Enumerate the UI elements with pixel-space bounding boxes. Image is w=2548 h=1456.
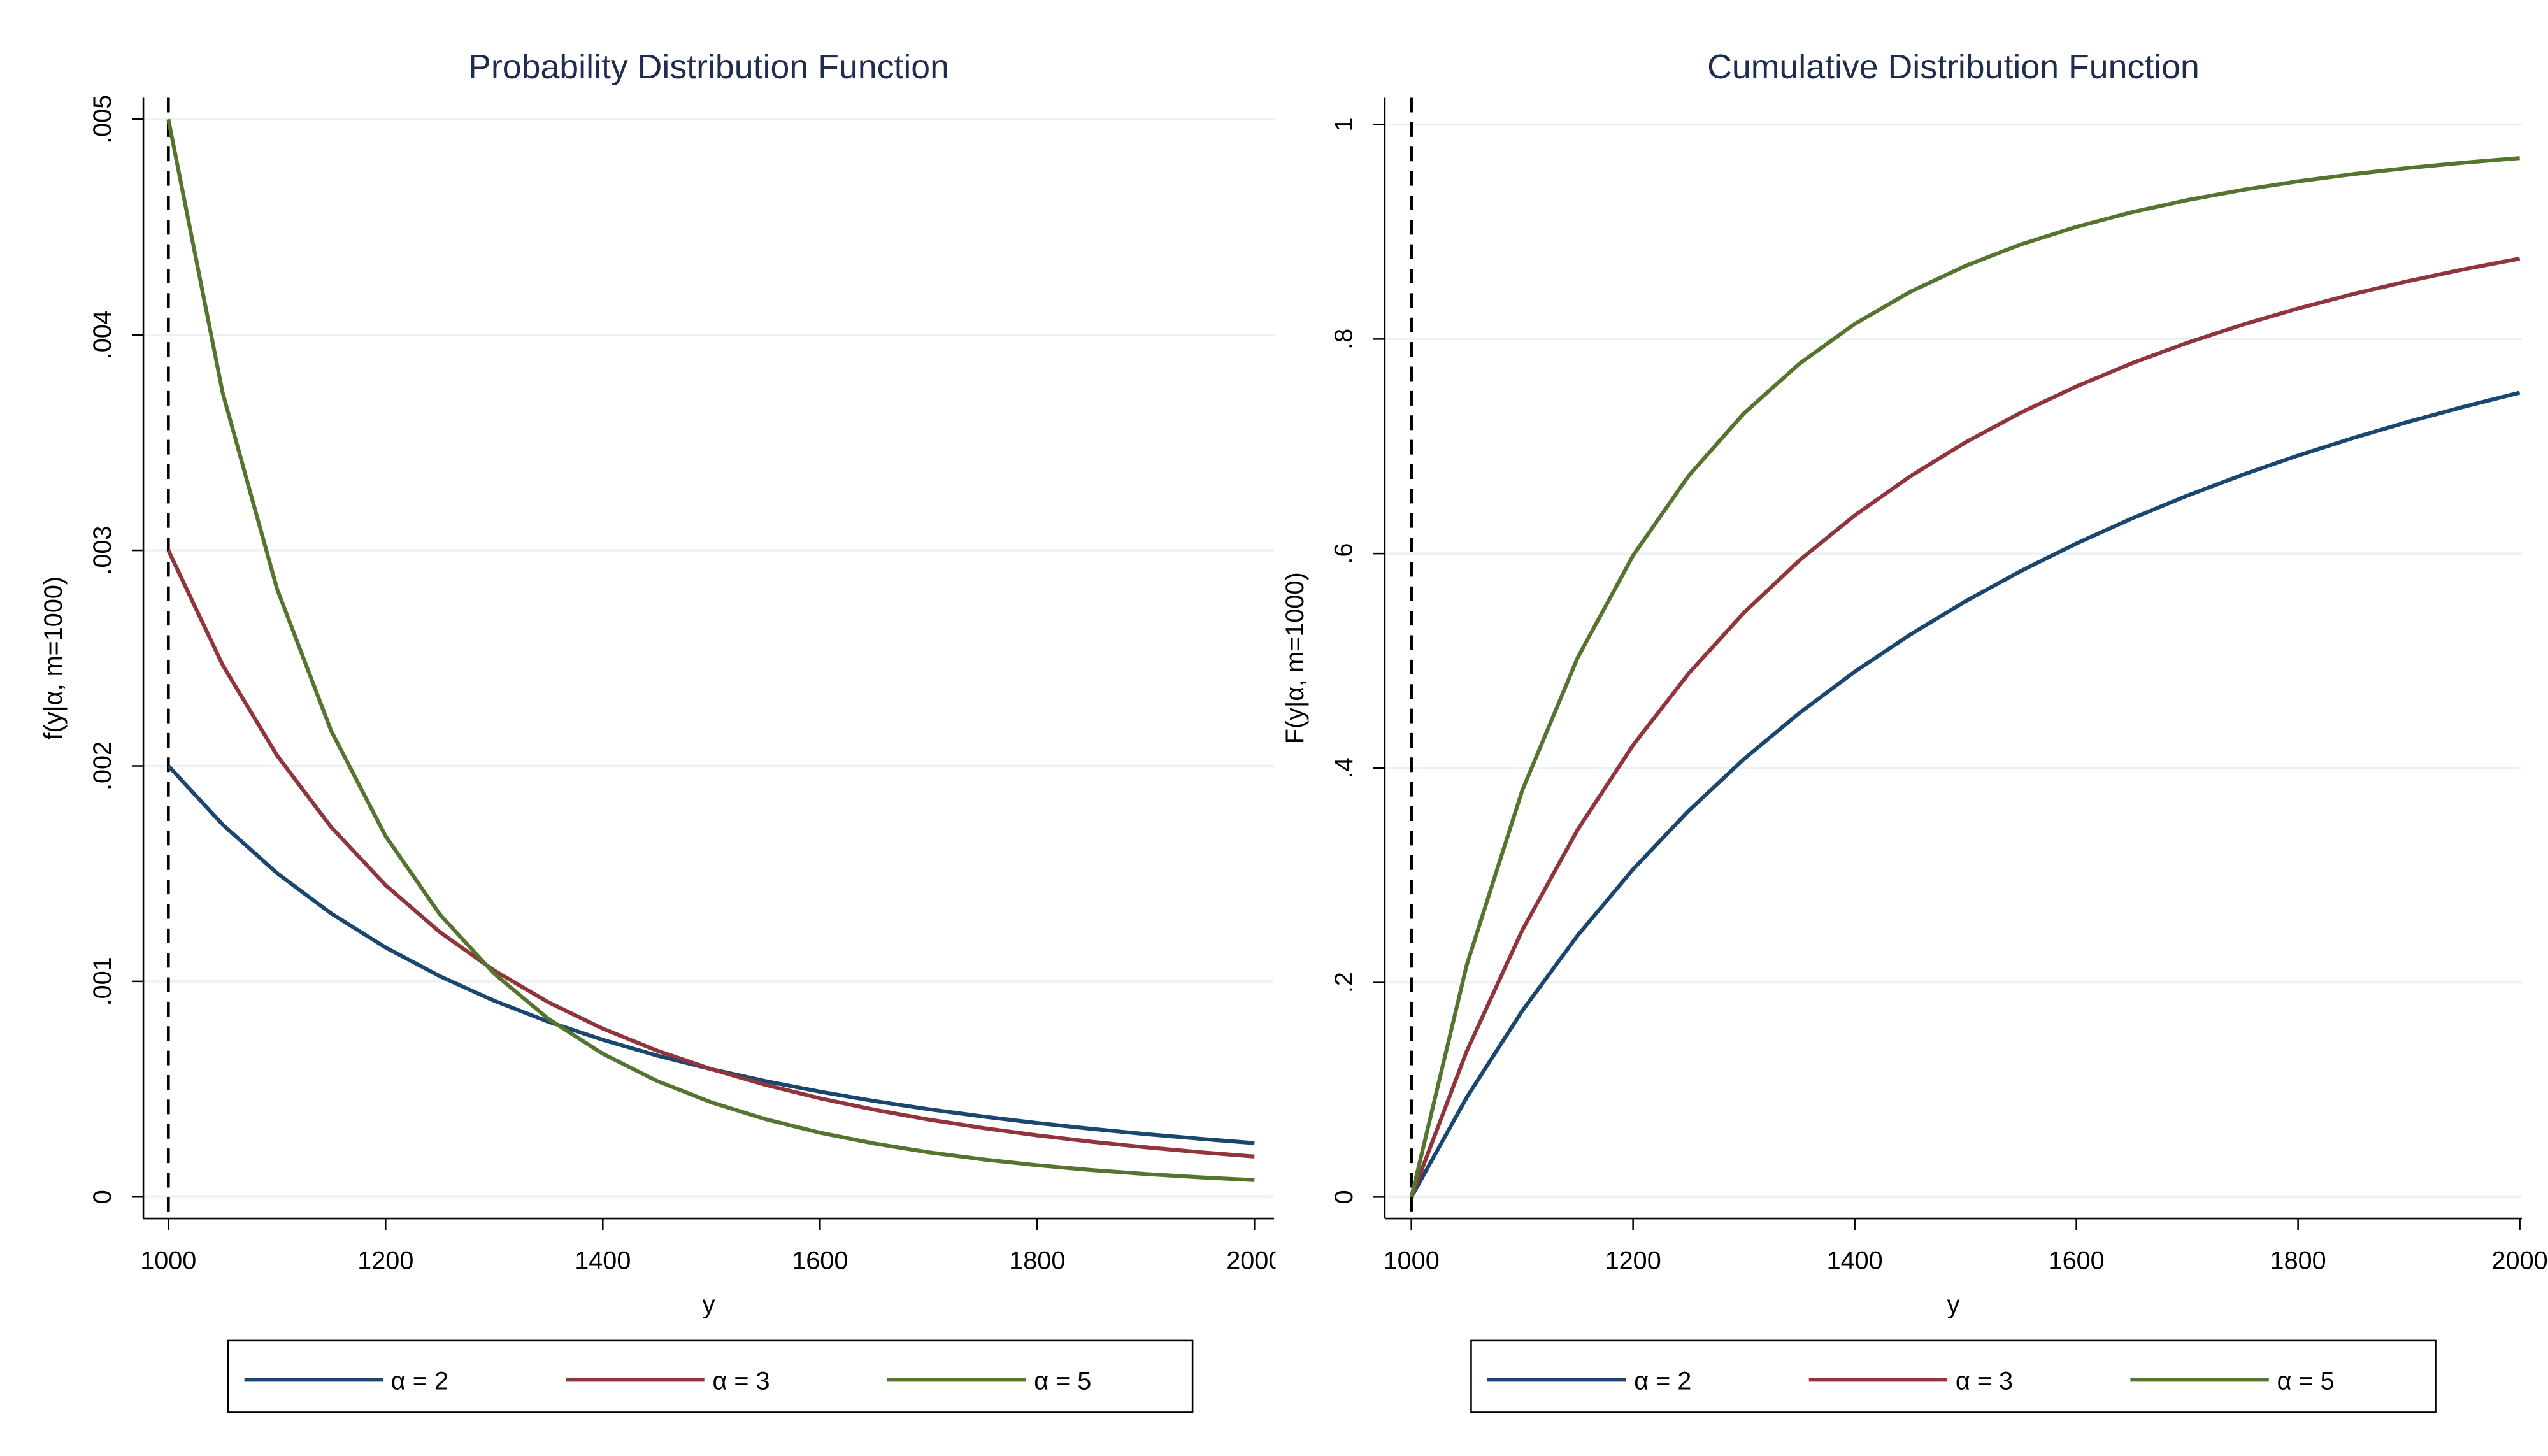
panel: Probability Distribution Function 0 .001 .0… [39,48,1282,1413]
series-line [1409,257,2521,1198]
legend-label: α = 2 [391,1367,448,1395]
y-tick-label: .005 [89,95,117,144]
y-tick-label: 1 [1330,118,1358,132]
x-tick-label: 1400 [575,1246,631,1274]
legend-label: α = 2 [1634,1367,1691,1395]
series-line [166,118,1255,1182]
x-tick-label: 2000 [2492,1246,2548,1274]
panel: Cumulative Distribution Function 0 .2 .4 .6.… [1281,48,2548,1413]
legend: α = 2 α = 3 α = 5 [227,1339,1194,1413]
y-tick-label: .4 [1330,757,1358,778]
x-tick-label: 1200 [357,1246,413,1274]
y-tick-label: .004 [89,310,117,359]
y-tick-label: .001 [89,957,117,1006]
legend-box [1470,1339,2437,1413]
series-line [167,764,1255,1145]
y-tick-label: .6 [1330,543,1358,564]
x-tick-label: 1000 [1384,1246,1440,1274]
x-tick-label: 1000 [140,1246,196,1274]
x-tick-label: 1400 [1827,1246,1883,1274]
series-line [1409,156,2520,1198]
y-tick-label: 0 [1330,1190,1358,1204]
y-axis-title: F(y|α, m=1000) [1281,572,1309,744]
legend-box [227,1339,1194,1413]
x-tick-label: 1600 [2049,1246,2105,1274]
y-tick-label: 0 [89,1190,117,1204]
legend-label: α = 5 [1034,1367,1091,1395]
chart-title: Probability Distribution Function [468,48,949,86]
legend-label: α = 3 [712,1367,769,1395]
y-tick-label: .2 [1330,972,1358,993]
x-axis-title: y [703,1290,715,1318]
chart-title: Cumulative Distribution Function [1707,48,2200,86]
legend: α = 2 α = 3 α = 5 [1470,1339,2437,1413]
y-axis-title: f(y|α, m=1000) [39,576,68,740]
x-tick-label: 1800 [1009,1246,1065,1274]
x-axis-title: y [1947,1290,1960,1318]
x-tick-label: 1200 [1605,1246,1661,1274]
y-tick-label: .003 [89,526,117,575]
legend-label: α = 3 [1956,1367,2013,1395]
series-line [1409,390,2521,1198]
x-tick-label: 1800 [2270,1246,2326,1274]
y-tick-label: .002 [89,741,117,790]
legend-label: α = 5 [2277,1367,2335,1395]
series-line [166,549,1255,1159]
x-tick-label: 2000 [1226,1246,1282,1274]
x-tick-label: 1600 [792,1246,848,1274]
y-tick-label: .8 [1330,329,1358,350]
